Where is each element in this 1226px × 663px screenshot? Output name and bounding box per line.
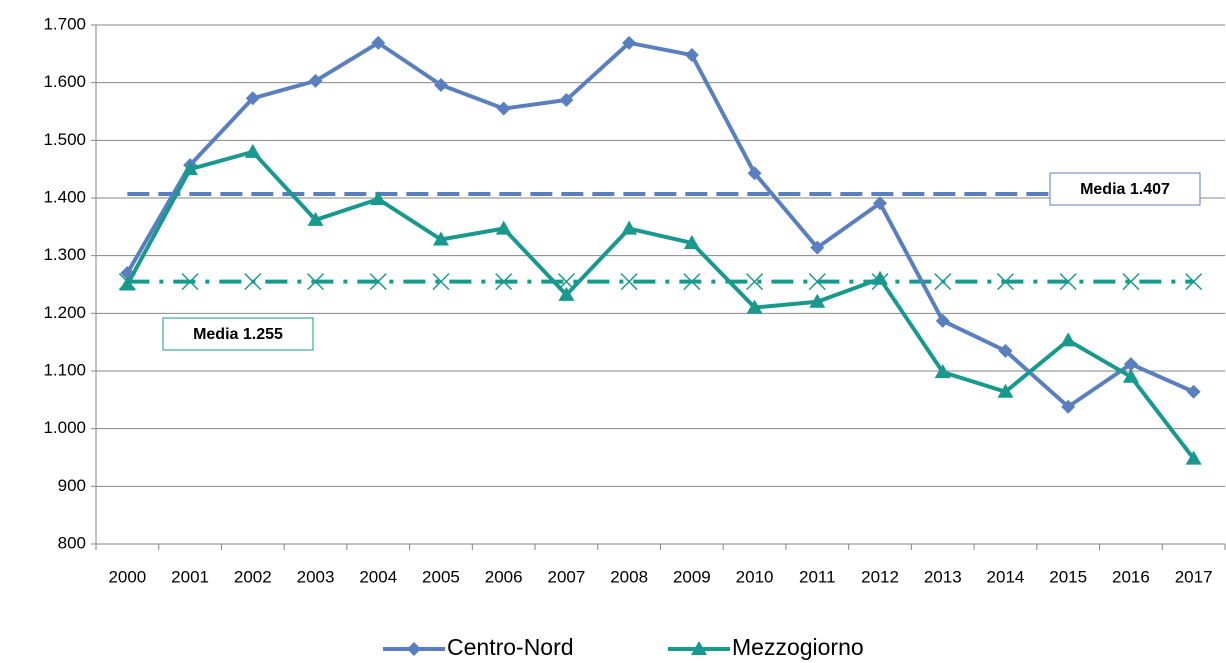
marker — [935, 313, 950, 328]
marker — [998, 343, 1013, 358]
reference-marker — [1059, 273, 1077, 291]
marker — [873, 196, 888, 211]
x-tick-label: 2008 — [610, 567, 648, 586]
marker — [684, 47, 699, 62]
marker — [747, 166, 762, 181]
marker — [496, 101, 511, 116]
annotation: Media 1.255 — [193, 326, 283, 343]
x-tick-label: 2014 — [987, 567, 1025, 586]
marker — [1186, 384, 1201, 399]
marker — [809, 293, 826, 308]
x-tick-label: 2012 — [861, 567, 899, 586]
x-tick-label: 2000 — [108, 567, 146, 586]
reference-marker — [369, 273, 387, 291]
reference-marker — [181, 273, 199, 291]
y-tick-label: 900 — [58, 476, 86, 495]
x-tick-label: 2006 — [485, 567, 523, 586]
x-tick-label: 2016 — [1112, 567, 1150, 586]
marker — [433, 77, 448, 92]
legend-label: Centro-Nord — [447, 634, 574, 660]
marker — [1123, 357, 1138, 372]
marker — [872, 270, 889, 285]
reference-marker — [746, 273, 764, 291]
reference-marker — [306, 273, 325, 291]
reference-marker — [1122, 273, 1140, 291]
marker — [308, 73, 323, 88]
marker — [746, 299, 763, 314]
marker — [934, 364, 951, 379]
y-tick-label: 1.500 — [43, 130, 86, 149]
y-tick-label: 1.600 — [43, 72, 86, 91]
x-tick-label: 2015 — [1049, 567, 1087, 586]
marker — [621, 220, 638, 235]
marker — [432, 231, 449, 246]
y-tick-label: 1.100 — [43, 360, 86, 379]
reference-marker — [244, 273, 262, 291]
marker — [1061, 399, 1076, 414]
annotation: Media 1.407 — [1080, 181, 1170, 198]
series-line — [125, 149, 1196, 460]
marker — [407, 642, 421, 656]
marker — [119, 276, 136, 291]
marker — [997, 383, 1014, 398]
marker — [622, 35, 637, 50]
reference-marker — [620, 273, 638, 291]
annotation-box — [1049, 172, 1201, 206]
reference-marker — [808, 273, 826, 291]
x-tick-label: 2009 — [673, 567, 711, 586]
reference-marker — [495, 273, 513, 291]
x-tick-label: 2002 — [234, 567, 272, 586]
marker — [495, 220, 512, 235]
reference-marker — [432, 273, 450, 291]
x-tick-label: 2011 — [799, 567, 836, 586]
marker — [245, 91, 260, 106]
annotation-box — [162, 317, 314, 351]
reference-marker — [683, 273, 701, 291]
marker — [1060, 332, 1077, 347]
x-tick-label: 2005 — [422, 567, 460, 586]
y-tick-label: 1.000 — [43, 418, 86, 437]
marker — [683, 234, 700, 249]
marker — [691, 641, 707, 655]
x-tick-label: 2013 — [924, 567, 962, 586]
marker — [307, 211, 324, 226]
marker — [1122, 368, 1139, 383]
marker — [182, 161, 199, 176]
reference-marker — [1185, 273, 1203, 291]
marker — [810, 240, 825, 255]
y-tick-label: 1.200 — [43, 303, 86, 322]
marker — [559, 92, 574, 107]
y-tick-label: 1.300 — [43, 245, 86, 264]
marker — [371, 35, 386, 50]
marker — [1185, 450, 1202, 465]
x-tick-label: 2017 — [1175, 567, 1213, 586]
legend-label: Mezzogiorno — [732, 634, 864, 660]
x-tick-label: 2010 — [736, 567, 774, 586]
marker — [244, 143, 261, 158]
series-line — [125, 40, 1195, 410]
y-tick-label: 1.700 — [43, 14, 86, 33]
y-tick-label: 1.400 — [43, 187, 86, 206]
marker — [558, 286, 575, 301]
x-tick-label: 2007 — [548, 567, 586, 586]
y-tick-label: 800 — [58, 533, 86, 552]
x-tick-label: 2004 — [359, 567, 397, 586]
reference-marker — [934, 273, 952, 291]
reference-marker — [996, 273, 1015, 291]
x-tick-label: 2003 — [297, 567, 335, 586]
marker — [370, 191, 387, 206]
x-tick-label: 2001 — [171, 567, 209, 586]
